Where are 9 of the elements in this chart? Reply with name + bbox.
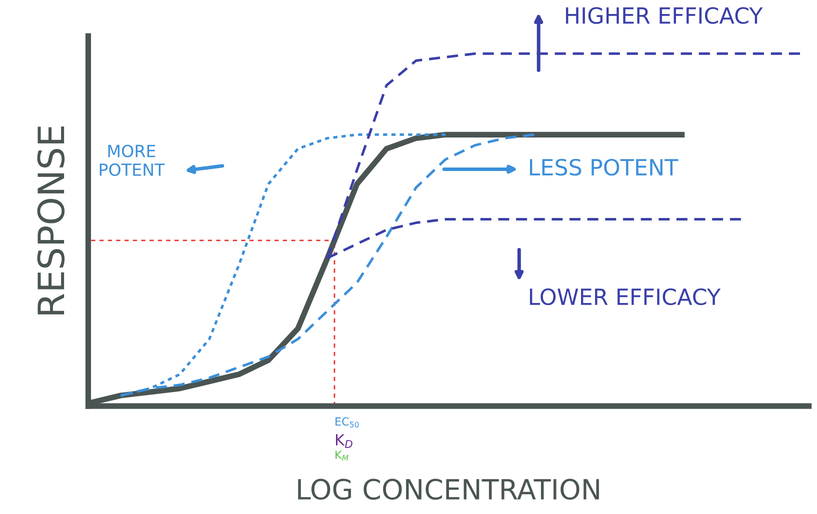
text: EC$_{50}$ <box>336 417 359 428</box>
annotation: LOWER EFFICACY <box>530 288 721 306</box>
x-axis-title: LOG CONCENTRATION <box>298 478 599 500</box>
annotation: LESS POTENT <box>530 158 678 176</box>
text: HIGHER EFFICACY <box>566 7 763 24</box>
text: K$_{D}$ <box>336 434 352 448</box>
text: K$_{M}$ <box>336 450 348 461</box>
y-axis-title: RESPONSE <box>37 126 65 314</box>
annotation: MORE POTENT <box>100 144 165 176</box>
